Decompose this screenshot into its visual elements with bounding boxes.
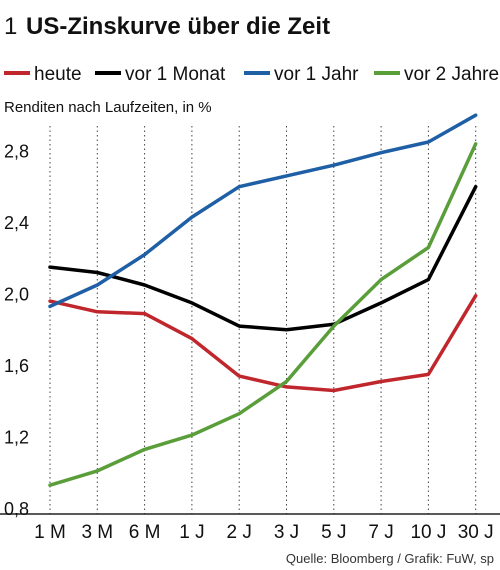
legend-label: vor 2 Jahren bbox=[404, 64, 500, 85]
x-tick-label: 3 M bbox=[81, 522, 113, 543]
y-axis-label: Renditen nach Laufzeiten, in % bbox=[4, 99, 212, 116]
legend-label: vor 1 Jahr bbox=[274, 64, 359, 85]
x-tick-label: 1 J bbox=[179, 522, 204, 543]
x-tick-label: 30 J bbox=[458, 522, 494, 543]
x-tick-label: 3 J bbox=[274, 522, 299, 543]
series-line-3 bbox=[48, 142, 478, 487]
x-tick-labels: 1 M 3 M 6 M 1 J 2 J 3 J 5 J 7 J 10 J 30 J bbox=[34, 522, 494, 543]
x-tick-label: 10 J bbox=[410, 522, 446, 543]
chart-title: US-Zinskurve über die Zeit bbox=[26, 13, 330, 40]
x-tick-label: 1 M bbox=[34, 522, 66, 543]
legend-label: vor 1 Monat bbox=[125, 64, 226, 85]
legend: heute vor 1 Monat vor 1 Jahr vor 2 Jahren bbox=[4, 64, 500, 85]
x-tick-label: 7 J bbox=[368, 522, 393, 543]
legend-label: heute bbox=[34, 64, 82, 85]
series-line-0 bbox=[48, 293, 478, 393]
series-lines bbox=[48, 113, 478, 487]
y-tick-label: 1,2 bbox=[4, 428, 29, 448]
series-line-2 bbox=[48, 113, 478, 309]
x-tick-label: 2 J bbox=[227, 522, 252, 543]
source-note: Quelle: Bloomberg / Grafik: FuW, sp bbox=[286, 551, 494, 566]
series-line-1 bbox=[48, 184, 478, 332]
y-tick-label: 1,6 bbox=[4, 356, 29, 376]
gridlines bbox=[49, 126, 477, 514]
y-tick-label: 0,8 bbox=[4, 499, 29, 519]
y-tick-labels: 0,8 1,2 1,6 2,0 2,4 2,8 bbox=[4, 142, 29, 520]
y-tick-label: 2,8 bbox=[4, 142, 29, 162]
x-tick-label: 6 M bbox=[129, 522, 161, 543]
y-tick-label: 2,0 bbox=[4, 285, 29, 305]
x-tick-label: 5 J bbox=[321, 522, 346, 543]
y-tick-label: 2,4 bbox=[4, 213, 29, 233]
figure-number: 1 bbox=[4, 13, 17, 40]
